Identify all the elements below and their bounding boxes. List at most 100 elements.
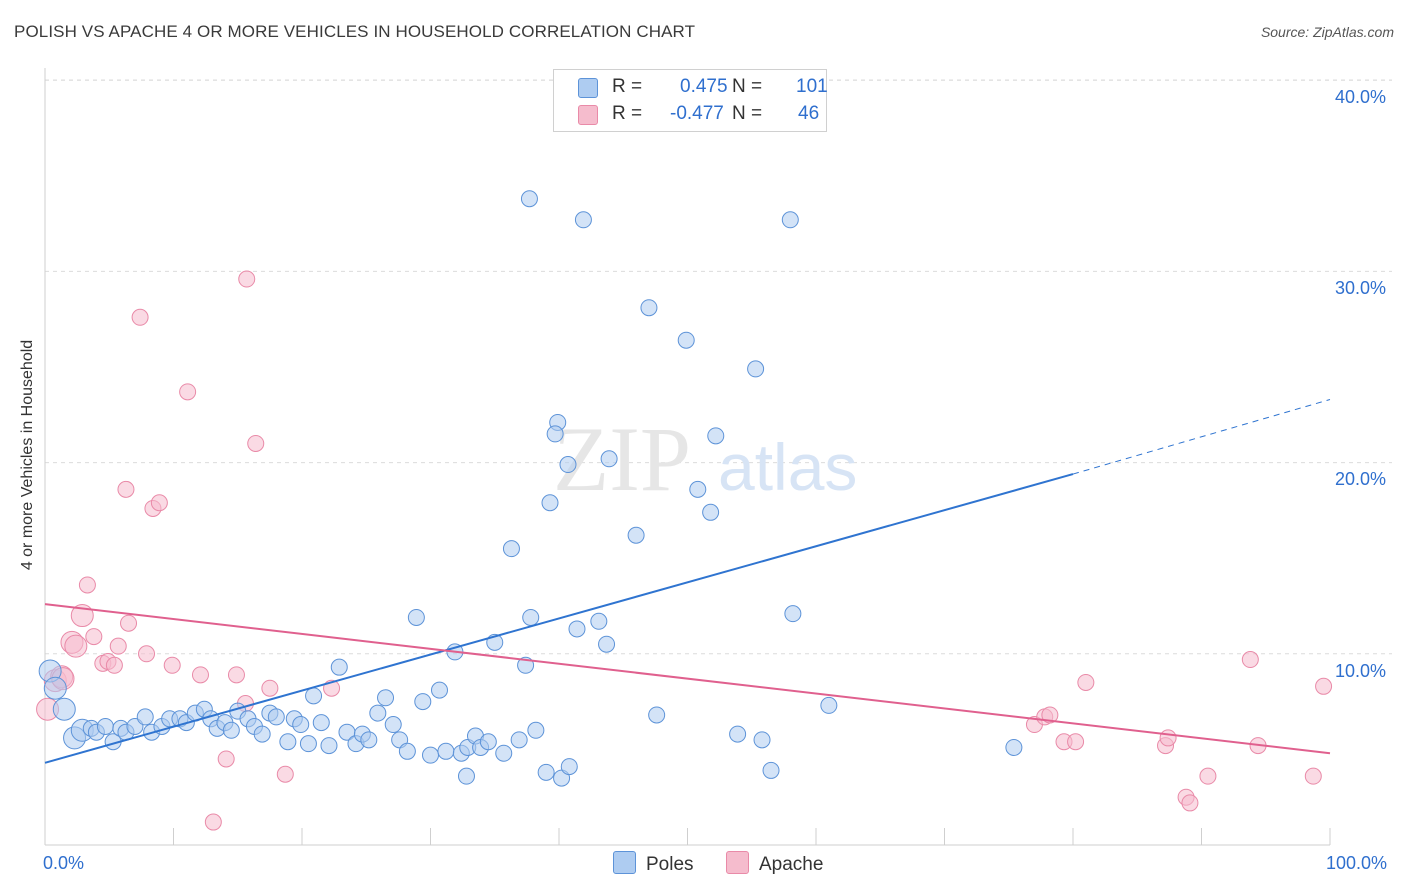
apache-point-18	[179, 383, 197, 401]
chart-title: POLISH VS APACHE 4 OR MORE VEHICLES IN H…	[14, 22, 696, 41]
poles-point-81	[648, 706, 666, 724]
apache-swatch	[578, 105, 598, 125]
apache-point-14	[138, 645, 156, 663]
legend-n-value: 46	[798, 103, 820, 124]
apache-point-25	[247, 434, 265, 452]
y-tick-label-10: 10.0%	[1335, 661, 1387, 681]
apache-point-4	[64, 634, 88, 658]
poles-point-77	[590, 612, 608, 630]
poles-point-63	[522, 608, 540, 626]
poles-swatch	[578, 78, 598, 98]
correlation-legend: R = 0.475 N = 101 R = -0.477 N = 46	[553, 69, 828, 132]
apache-point-35	[1077, 673, 1095, 691]
poles-legend-swatch	[613, 851, 636, 874]
poles-point-86	[729, 725, 747, 743]
poles-point-91	[784, 605, 802, 623]
poles-legend-label: Poles	[646, 854, 694, 875]
poles-point-42	[369, 704, 387, 722]
apache-legend-swatch	[726, 851, 749, 874]
poles-point-50	[430, 681, 448, 699]
apache-point-17	[163, 656, 181, 674]
apache-point-44	[1315, 677, 1333, 695]
poles-point-48	[414, 693, 432, 711]
apache-point-11	[109, 637, 127, 655]
legend-r-value: 0.475	[680, 76, 728, 97]
chart-source: Source: ZipAtlas.com	[1260, 24, 1394, 40]
legend-r-value: -0.477	[670, 103, 724, 124]
poles-points	[38, 190, 1023, 787]
watermark: ZIP atlas	[553, 408, 857, 510]
apache-trend-line	[44, 603, 1331, 755]
poles-point-72	[546, 425, 564, 443]
apache-point-40	[1199, 767, 1217, 785]
poles-trend-line	[44, 473, 1074, 764]
poles-point-64	[527, 721, 545, 739]
apache-point-24	[238, 270, 256, 288]
legend-r-label: R =	[612, 103, 643, 124]
trend-lines	[44, 399, 1331, 764]
apache-point-22	[227, 666, 245, 684]
apache-point-16	[150, 494, 168, 512]
poles-point-76	[600, 450, 618, 468]
poles-point-68	[457, 767, 475, 785]
poles-point-67	[560, 758, 578, 776]
apache-point-21	[217, 750, 235, 768]
poles-point-1	[43, 676, 67, 700]
poles-point-7	[96, 717, 114, 735]
y-tick-label-30: 30.0%	[1335, 278, 1387, 298]
legend-r-label: R =	[612, 76, 643, 97]
poles-point-84	[702, 503, 720, 521]
poles-trend-extension	[1072, 399, 1331, 475]
poles-point-65	[537, 763, 555, 781]
apache-point-10	[105, 656, 123, 674]
poles-point-27	[253, 725, 271, 743]
poles-point-37	[330, 658, 348, 676]
apache-point-5	[70, 604, 94, 628]
apache-point-37	[1159, 729, 1177, 747]
legend-n-label: N =	[732, 76, 763, 97]
apache-point-20	[204, 813, 222, 831]
poles-point-30	[279, 733, 297, 751]
poles-point-92	[820, 696, 838, 714]
poles-point-35	[312, 714, 330, 732]
x-tick-label-100: 100.0%	[1326, 853, 1388, 873]
poles-point-83	[689, 480, 707, 498]
apache-point-13	[131, 308, 149, 326]
watermark-atlas: atlas	[718, 430, 857, 504]
bottom-legend-apache: Apache	[726, 851, 823, 876]
poles-point-82	[677, 331, 695, 349]
poles-point-2	[52, 697, 76, 721]
legend-n-label: N =	[732, 103, 763, 124]
poles-point-75	[568, 620, 586, 638]
watermark-zip: ZIP	[553, 408, 691, 510]
poles-point-23	[222, 721, 240, 739]
poles-point-47	[407, 608, 425, 626]
apache-point-7	[85, 628, 103, 646]
poles-point-44	[384, 716, 402, 734]
apache-point-39	[1181, 794, 1199, 812]
poles-point-41	[360, 731, 378, 749]
poles-point-88	[747, 360, 765, 378]
poles-point-73	[559, 456, 577, 474]
poles-point-80	[640, 299, 658, 317]
poles-point-89	[762, 761, 780, 779]
apache-point-43	[1304, 767, 1322, 785]
poles-point-43	[377, 689, 395, 707]
poles-point-51	[437, 742, 455, 760]
poles-point-87	[753, 731, 771, 749]
apache-point-41	[1241, 651, 1259, 669]
x-tick-label-0: 0.0%	[43, 853, 85, 873]
poles-point-57	[479, 733, 497, 751]
apache-points	[36, 270, 1333, 831]
poles-point-59	[495, 744, 513, 762]
poles-point-85	[707, 427, 725, 445]
poles-point-78	[598, 635, 616, 653]
poles-point-60	[502, 540, 520, 558]
apache-point-19	[191, 666, 209, 684]
poles-point-32	[292, 716, 310, 734]
apache-point-26	[261, 679, 279, 697]
poles-point-34	[305, 687, 323, 705]
y-tick-label-40: 40.0%	[1335, 87, 1387, 107]
apache-point-6	[78, 576, 96, 594]
